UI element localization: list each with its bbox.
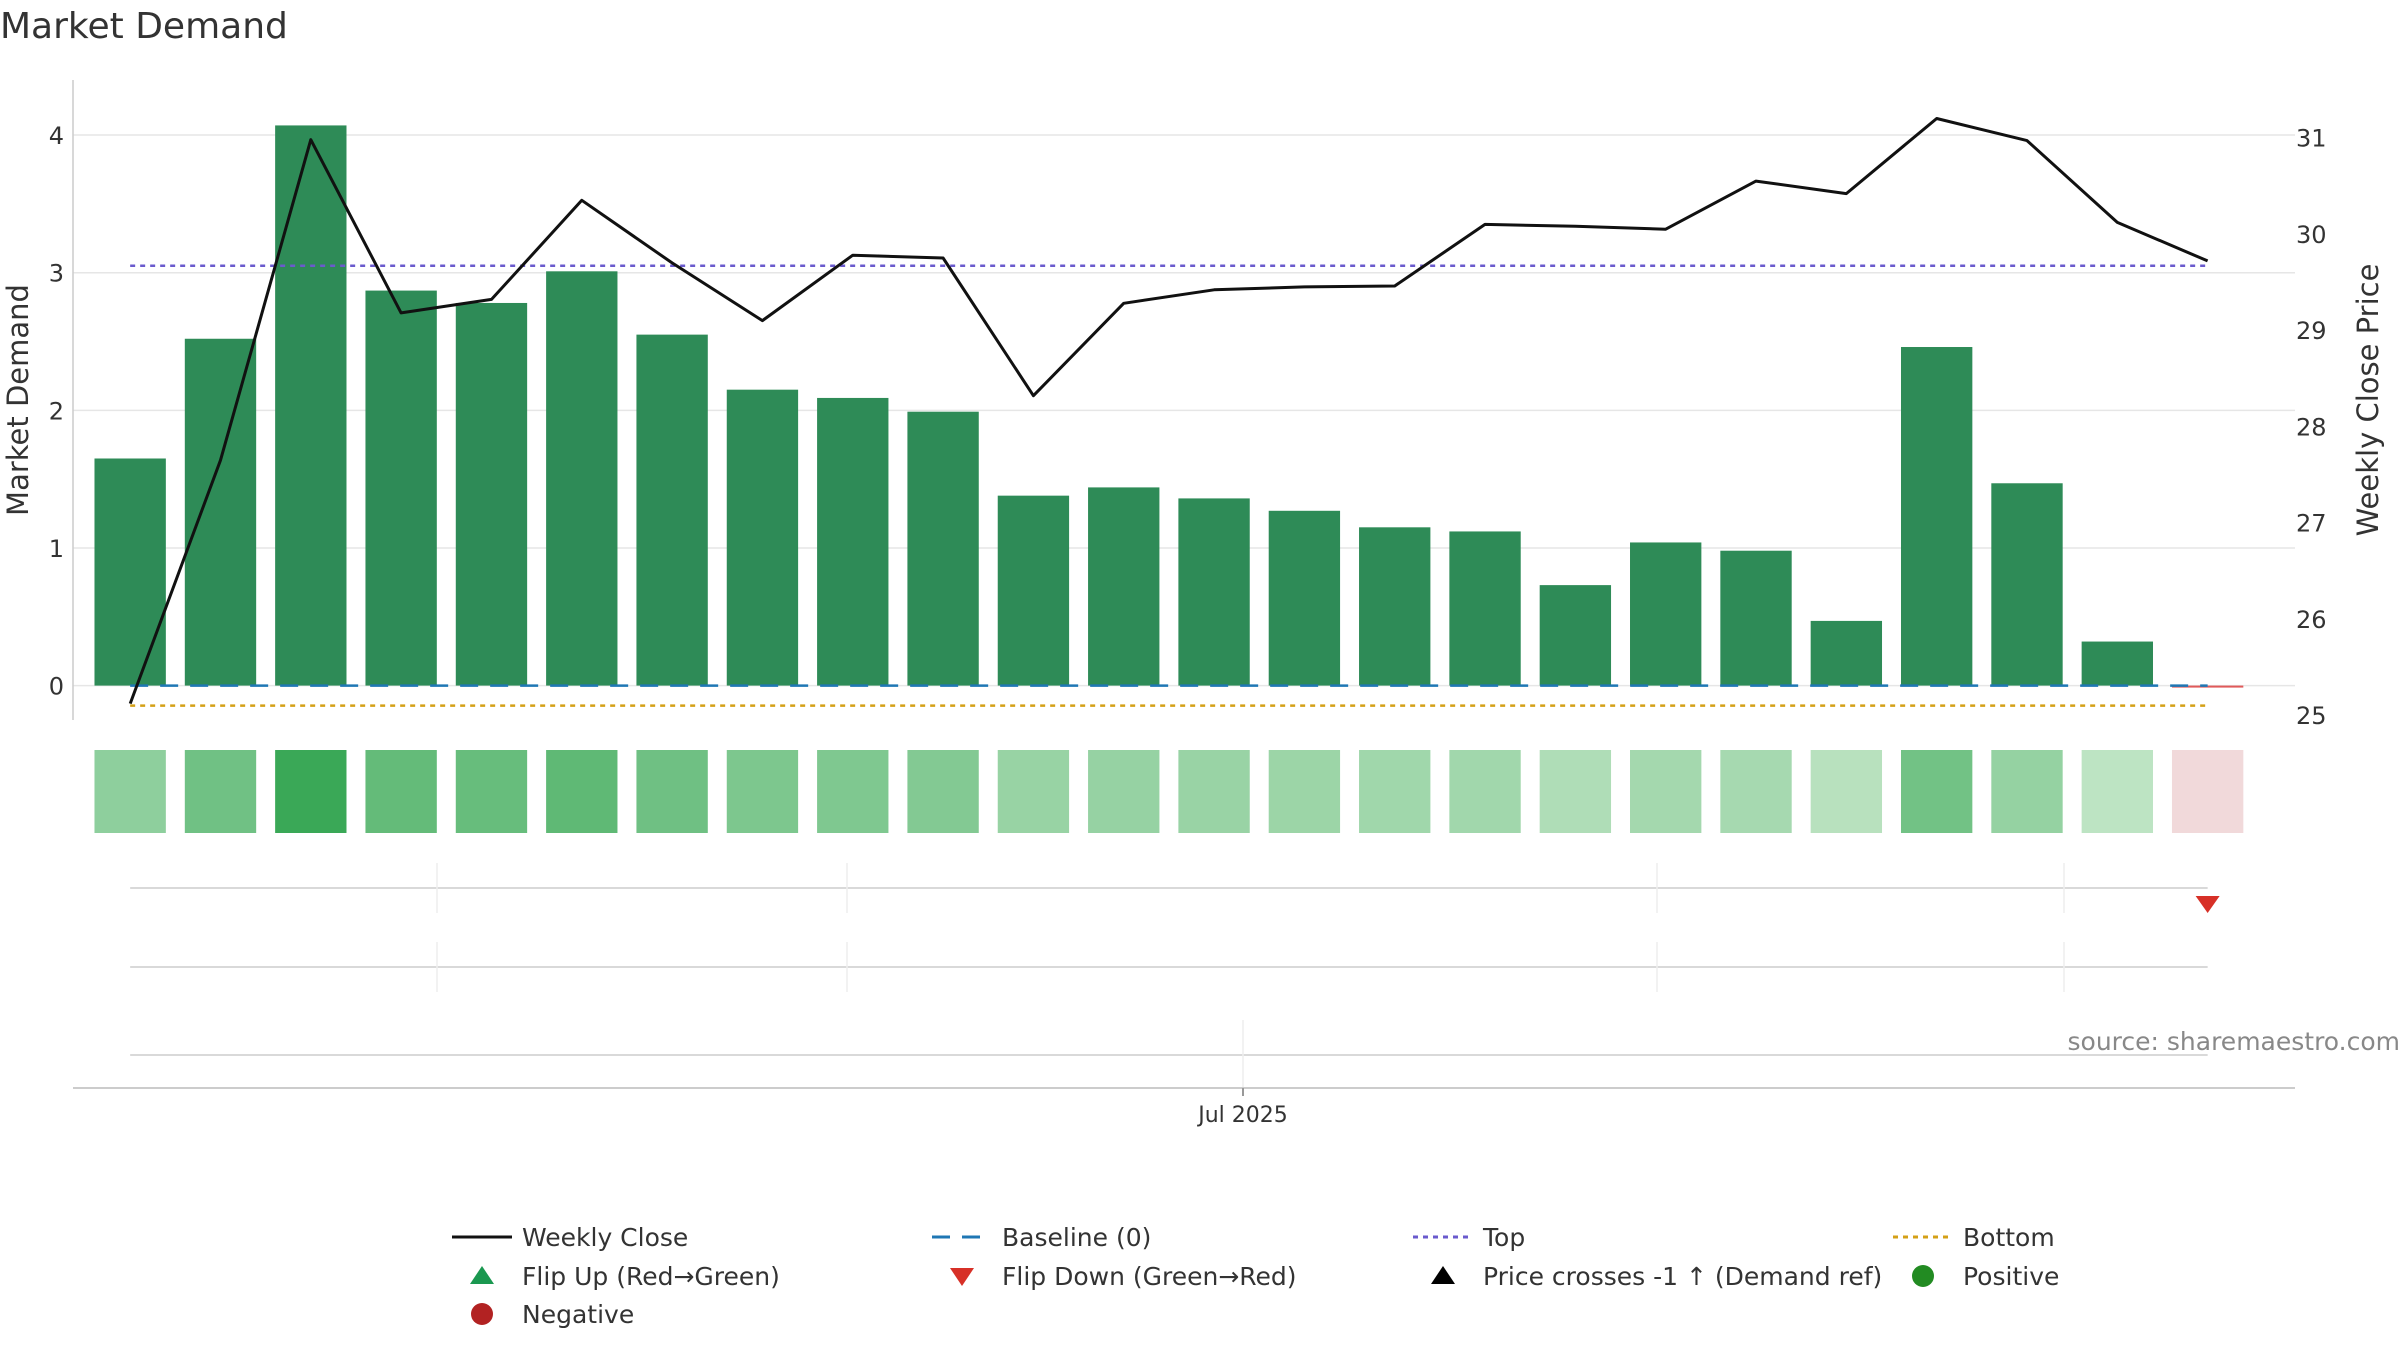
legend-label: Negative (522, 1300, 634, 1329)
demand-bar (2081, 641, 2153, 686)
heat-cell (1268, 750, 1341, 833)
demand-bar (1178, 498, 1250, 686)
demand-bar (1359, 527, 1431, 686)
heat-cell (907, 750, 979, 833)
heat-cell (817, 750, 889, 833)
x-tick-label: Jul 2025 (1196, 1103, 1288, 1128)
right-tick-label: 26 (2296, 606, 2327, 634)
demand-bar (1539, 585, 1612, 686)
legend: Weekly Close Baseline (0) Top Bottom Flip Up… (452, 1223, 2059, 1329)
demand-bar (997, 495, 1070, 686)
legend-label: Flip Down (Green→Red) (1002, 1262, 1297, 1291)
heat-cell (1630, 750, 1702, 833)
heat-cell (636, 750, 708, 833)
demand-bar (275, 125, 347, 686)
demand-bars (94, 125, 2244, 688)
left-tick-label: 1 (49, 535, 64, 563)
heat-strip (94, 750, 2244, 833)
demand-bar (1900, 347, 1973, 686)
heat-cell (1991, 750, 2063, 833)
left-tick-label: 0 (49, 673, 64, 701)
demand-bar (455, 302, 528, 686)
demand-bar (1268, 510, 1341, 686)
heat-cell (1720, 750, 1792, 833)
right-tick-label: 29 (2296, 317, 2327, 345)
legend-circle-icon (471, 1303, 493, 1325)
demand-bar (1088, 487, 1160, 686)
weekly-close-line (128, 117, 2209, 705)
demand-bar (726, 389, 799, 686)
signal-lanes (73, 863, 2295, 1096)
heat-cell (1810, 750, 1883, 833)
legend-label: Flip Up (Red→Green) (522, 1262, 780, 1291)
left-axis: 0 1 2 3 4 (49, 80, 74, 720)
demand-bar (1720, 550, 1792, 686)
right-axis: 25 26 27 28 29 30 31 (2296, 125, 2327, 730)
heat-cell (1449, 750, 1521, 833)
legend-label: Price crosses -1 ↑ (Demand ref) (1483, 1262, 1882, 1291)
heat-cell (2081, 750, 2153, 833)
price-line-group (128, 117, 2209, 705)
reference-lines (130, 264, 2208, 707)
heat-cell (1539, 750, 1612, 833)
right-tick-label: 25 (2296, 702, 2327, 730)
left-tick-label: 3 (49, 260, 64, 288)
right-tick-label: 30 (2296, 221, 2327, 249)
left-tick-label: 4 (49, 122, 64, 150)
heat-cell (2171, 750, 2244, 833)
chart-title: Market Demand (0, 6, 288, 47)
heat-cell (1359, 750, 1431, 833)
heat-cell (455, 750, 528, 833)
heat-cell (1088, 750, 1160, 833)
legend-label: Weekly Close (522, 1223, 688, 1252)
legend-circle-icon (1912, 1265, 1934, 1287)
legend-label: Baseline (0) (1002, 1223, 1151, 1252)
demand-bar (1630, 542, 1702, 686)
legend-triangle-up-icon (470, 1266, 494, 1284)
heat-cell (1178, 750, 1250, 833)
legend-triangle-down-icon (950, 1268, 974, 1286)
legend-triangle-up-icon (1431, 1266, 1455, 1284)
flip-down-marker (2195, 896, 2220, 913)
heat-cell (184, 750, 257, 833)
heat-cell (275, 750, 347, 833)
demand-bar (546, 271, 618, 686)
right-axis-title: Weekly Close Price (2351, 264, 2385, 537)
source-note: source: sharemaestro.com (2068, 1027, 2400, 1056)
right-tick-label: 31 (2296, 125, 2327, 153)
legend-label: Positive (1963, 1262, 2059, 1291)
left-tick-label: 2 (49, 397, 64, 425)
demand-bar (1810, 620, 1883, 686)
demand-bar (817, 397, 889, 686)
heat-cell (365, 750, 437, 833)
demand-bar (907, 411, 979, 686)
heat-cell (546, 750, 618, 833)
demand-bar (1991, 483, 2063, 686)
demand-bar (636, 334, 708, 686)
demand-bar (184, 338, 257, 686)
heat-cell (997, 750, 1070, 833)
left-axis-title: Market Demand (1, 284, 35, 516)
legend-label: Top (1482, 1223, 1525, 1252)
demand-bar (94, 458, 166, 686)
right-tick-label: 27 (2296, 510, 2327, 538)
legend-label: Bottom (1963, 1223, 2055, 1252)
demand-bar (365, 290, 437, 686)
demand-bar (1449, 531, 1521, 686)
right-tick-label: 28 (2296, 413, 2327, 441)
heat-cell (1900, 750, 1973, 833)
heat-cell (94, 750, 166, 833)
heat-cell (726, 750, 799, 833)
